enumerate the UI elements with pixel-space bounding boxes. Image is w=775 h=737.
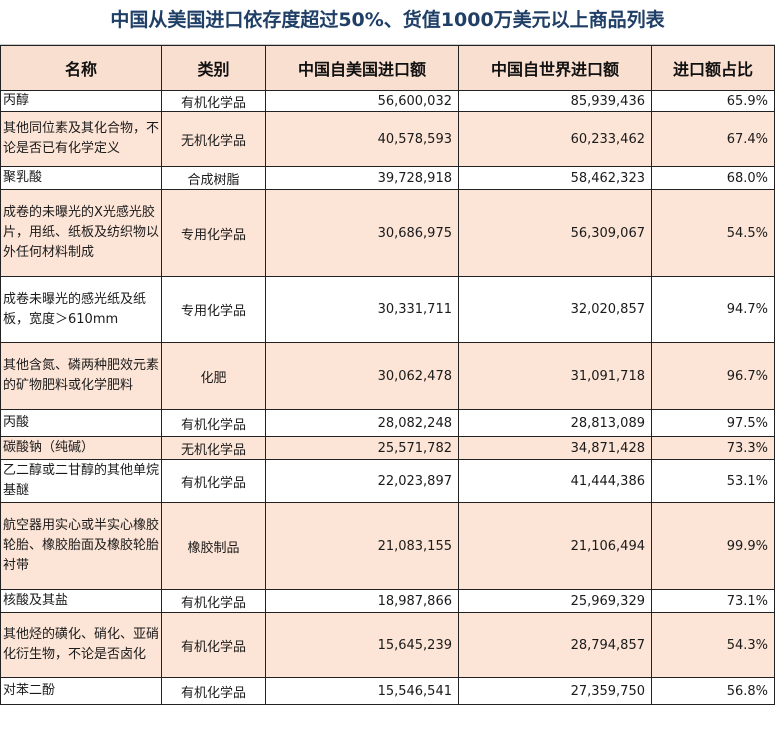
cell-category: 橡胶制品	[161, 502, 266, 590]
cell-us-import: 21,083,155	[265, 502, 459, 590]
cell-category: 有机化学品	[161, 90, 266, 112]
cell-category: 无机化学品	[161, 111, 266, 167]
header-name: 名称	[0, 45, 162, 91]
cell-name: 其他含氮、磷两种肥效元素的矿物肥料或化学肥料	[0, 342, 162, 410]
cell-name: 对苯二酚	[0, 677, 162, 705]
cell-world-import: 28,813,089	[458, 409, 652, 437]
cell-share: 65.9%	[651, 90, 775, 112]
cell-us-import: 15,645,239	[265, 612, 459, 678]
cell-share: 54.3%	[651, 612, 775, 678]
table-row: 成卷未曝光的感光纸及纸板，宽度＞610mm 专用化学品 30,331,711 32,0…	[0, 276, 775, 343]
cell-us-import: 30,331,711	[265, 276, 459, 343]
cell-us-import: 22,023,897	[265, 459, 459, 503]
cell-us-import: 40,578,593	[265, 111, 459, 167]
cell-us-import: 30,686,975	[265, 189, 459, 277]
cell-category: 化肥	[161, 342, 266, 410]
cell-category: 有机化学品	[161, 409, 266, 437]
cell-world-import: 41,444,386	[458, 459, 652, 503]
table-row: 对苯二酚 有机化学品 15,546,541 27,359,750 56.8%	[0, 677, 775, 705]
cell-share: 73.3%	[651, 436, 775, 460]
cell-name: 其他同位素及其化合物，不论是否已有化学定义	[0, 111, 162, 167]
cell-world-import: 34,871,428	[458, 436, 652, 460]
cell-category: 有机化学品	[161, 677, 266, 705]
table-row: 丙醇 有机化学品 56,600,032 85,939,436 65.9%	[0, 90, 775, 112]
cell-name: 乙二醇或二甘醇的其他单烷基醚	[0, 459, 162, 503]
table-row: 其他同位素及其化合物，不论是否已有化学定义 无机化学品 40,578,593 60,2…	[0, 111, 775, 167]
table-row: 聚乳酸 合成树脂 39,728,918 58,462,323 68.0%	[0, 166, 775, 190]
table-row: 核酸及其盐 有机化学品 18,987,866 25,969,329 73.1%	[0, 589, 775, 613]
table-row: 碳酸钠（纯碱） 无机化学品 25,571,782 34,871,428 73.3%	[0, 436, 775, 460]
cell-share: 67.4%	[651, 111, 775, 167]
import-table: 名称 类别 中国自美国进口额 中国自世界进口额 进口额占比 丙醇 有机化学品 56,…	[0, 45, 775, 705]
cell-share: 53.1%	[651, 459, 775, 503]
cell-world-import: 56,309,067	[458, 189, 652, 277]
header-row: 名称 类别 中国自美国进口额 中国自世界进口额 进口额占比	[0, 45, 775, 91]
header-category: 类别	[161, 45, 266, 91]
cell-us-import: 30,062,478	[265, 342, 459, 410]
cell-world-import: 32,020,857	[458, 276, 652, 343]
cell-name: 核酸及其盐	[0, 589, 162, 613]
page-title: 中国从美国进口依存度超过50%、货值1000万美元以上商品列表	[0, 0, 775, 45]
header-us-import: 中国自美国进口额	[265, 45, 459, 91]
cell-us-import: 25,571,782	[265, 436, 459, 460]
cell-category: 有机化学品	[161, 589, 266, 613]
header-world-import: 中国自世界进口额	[458, 45, 652, 91]
table-row: 航空器用实心或半实心橡胶轮胎、橡胶胎面及橡胶轮胎衬带 橡胶制品 21,083,155…	[0, 502, 775, 590]
cell-name: 碳酸钠（纯碱）	[0, 436, 162, 460]
cell-name: 丙醇	[0, 90, 162, 112]
cell-name: 航空器用实心或半实心橡胶轮胎、橡胶胎面及橡胶轮胎衬带	[0, 502, 162, 590]
cell-category: 专用化学品	[161, 189, 266, 277]
table-row: 乙二醇或二甘醇的其他单烷基醚 有机化学品 22,023,897 41,444,386 5…	[0, 459, 775, 503]
cell-share: 99.9%	[651, 502, 775, 590]
cell-world-import: 58,462,323	[458, 166, 652, 190]
table-row: 其他烃的磺化、硝化、亚硝化衍生物，不论是否卤化 有机化学品 15,645,239 28…	[0, 612, 775, 678]
cell-category: 合成树脂	[161, 166, 266, 190]
cell-us-import: 18,987,866	[265, 589, 459, 613]
table-row: 其他含氮、磷两种肥效元素的矿物肥料或化学肥料 化肥 30,062,478 31,091…	[0, 342, 775, 410]
cell-share: 73.1%	[651, 589, 775, 613]
cell-category: 无机化学品	[161, 436, 266, 460]
cell-share: 68.0%	[651, 166, 775, 190]
cell-world-import: 27,359,750	[458, 677, 652, 705]
cell-category: 专用化学品	[161, 276, 266, 343]
cell-world-import: 28,794,857	[458, 612, 652, 678]
cell-world-import: 60,233,462	[458, 111, 652, 167]
cell-category: 有机化学品	[161, 612, 266, 678]
cell-us-import: 15,546,541	[265, 677, 459, 705]
cell-share: 54.5%	[651, 189, 775, 277]
cell-name: 聚乳酸	[0, 166, 162, 190]
cell-name: 成卷未曝光的感光纸及纸板，宽度＞610mm	[0, 276, 162, 343]
cell-name: 成卷的未曝光的X光感光胶片，用纸、纸板及纺织物以外任何材料制成	[0, 189, 162, 277]
cell-world-import: 25,969,329	[458, 589, 652, 613]
cell-us-import: 28,082,248	[265, 409, 459, 437]
cell-world-import: 31,091,718	[458, 342, 652, 410]
cell-category: 有机化学品	[161, 459, 266, 503]
cell-world-import: 85,939,436	[458, 90, 652, 112]
cell-share: 56.8%	[651, 677, 775, 705]
table-row: 丙酸 有机化学品 28,082,248 28,813,089 97.5%	[0, 409, 775, 437]
cell-us-import: 56,600,032	[265, 90, 459, 112]
cell-world-import: 21,106,494	[458, 502, 652, 590]
cell-us-import: 39,728,918	[265, 166, 459, 190]
cell-name: 其他烃的磺化、硝化、亚硝化衍生物，不论是否卤化	[0, 612, 162, 678]
table-row: 成卷的未曝光的X光感光胶片，用纸、纸板及纺织物以外任何材料制成 专用化学品 30,6…	[0, 189, 775, 277]
cell-share: 97.5%	[651, 409, 775, 437]
header-share: 进口额占比	[651, 45, 775, 91]
cell-share: 94.7%	[651, 276, 775, 343]
cell-share: 96.7%	[651, 342, 775, 410]
cell-name: 丙酸	[0, 409, 162, 437]
